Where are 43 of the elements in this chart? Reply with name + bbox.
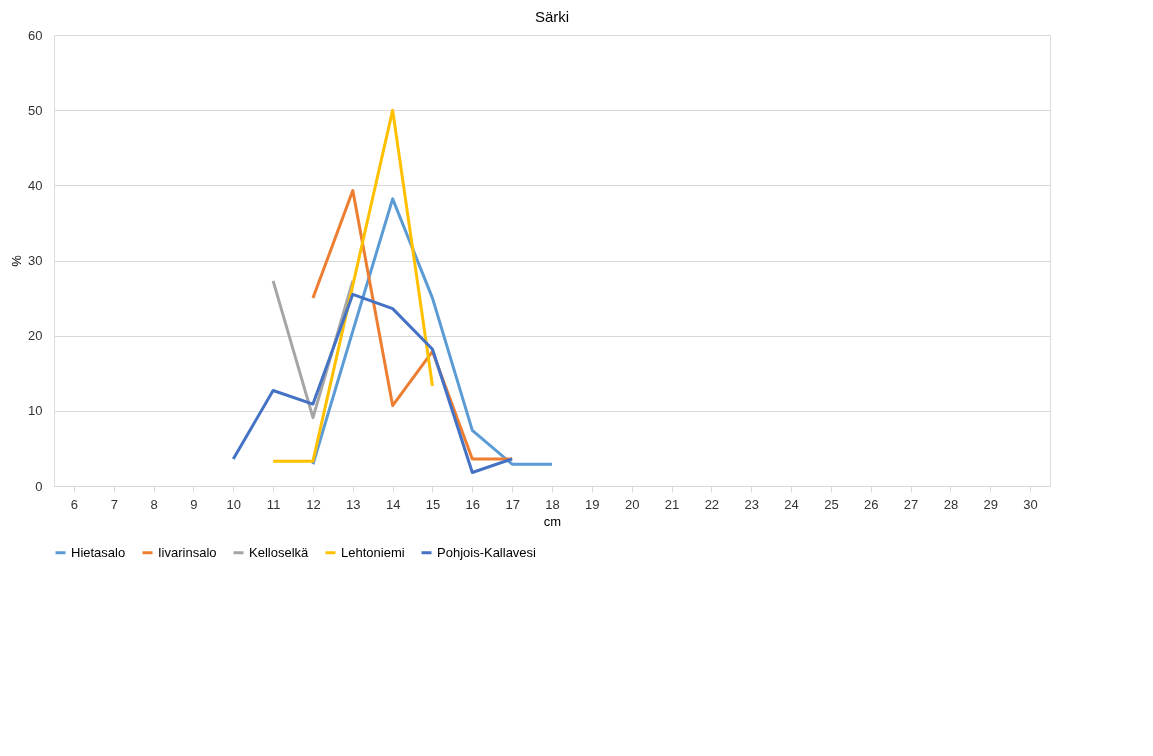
- x-tick-label: 22: [704, 496, 720, 512]
- x-tick-label: 9: [190, 496, 198, 512]
- y-tick-label: 50: [28, 102, 43, 118]
- x-tick-label: 18: [545, 496, 560, 512]
- x-tick-label: 19: [585, 496, 600, 512]
- x-tick-label: 25: [824, 496, 839, 512]
- x-tick-label: 16: [465, 496, 481, 512]
- chart-title: Särki: [534, 8, 570, 25]
- y-tick-label: 10: [28, 403, 43, 419]
- x-tick-label: 11: [266, 496, 281, 512]
- x-tick-label: 21: [664, 496, 680, 512]
- y-tick-label: 20: [28, 328, 43, 344]
- x-tick-label: 28: [943, 496, 959, 512]
- x-tick-label: 8: [150, 496, 158, 512]
- line-series: [311, 197, 554, 466]
- y-tick-label: 60: [28, 27, 43, 43]
- legend-label: Lehtoniemi: [341, 544, 405, 560]
- y-tick-label: 40: [28, 177, 43, 193]
- x-tick-label: 23: [744, 496, 759, 512]
- x-tick-label: 30: [1023, 496, 1038, 512]
- x-tick-label: 14: [385, 496, 401, 512]
- y-tick-label: 0: [35, 478, 43, 494]
- x-tick-label: 15: [425, 496, 441, 512]
- x-tick-label: 17: [505, 496, 520, 512]
- legend-label: Iivarinsalo: [158, 544, 217, 560]
- x-tick-label: 6: [70, 496, 79, 512]
- legend-label: Hietasalo: [71, 544, 126, 560]
- x-tick-label: 10: [226, 496, 242, 512]
- legend-label: Kelloselkä: [249, 544, 310, 560]
- y-tick-label: 30: [28, 253, 43, 268]
- x-axis-title: cm: [543, 513, 562, 529]
- x-tick-label: 7: [110, 496, 118, 512]
- x-tick-label: 29: [983, 496, 998, 512]
- legend-label: Pohjois-Kallavesi: [437, 544, 537, 560]
- line-series: [231, 292, 514, 474]
- x-tick-label: 20: [624, 496, 640, 512]
- y-axis-title: %: [9, 254, 25, 267]
- x-tick-label: 27: [903, 496, 919, 512]
- line-series: [271, 108, 434, 463]
- x-tick-label: 13: [346, 496, 361, 512]
- x-tick-label: 26: [863, 496, 879, 512]
- x-tick-label: 24: [784, 496, 799, 512]
- x-tick-label: 12: [306, 496, 321, 512]
